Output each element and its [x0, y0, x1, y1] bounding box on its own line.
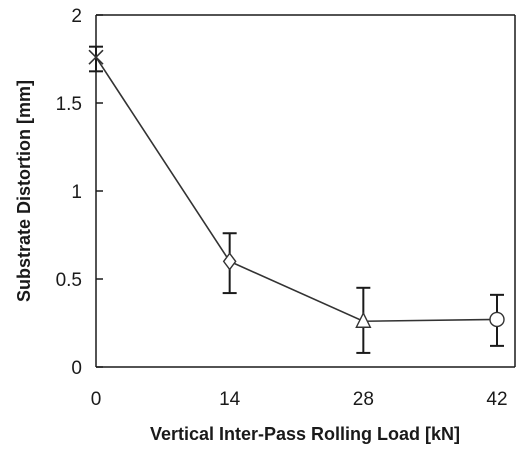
data-point-circle-marker — [489, 311, 505, 328]
data-point-diamond-marker — [222, 252, 237, 271]
x-marker-path — [88, 49, 104, 65]
y-tick-label: 0.5 — [56, 270, 82, 291]
x-ticks: 0 14 28 42 — [91, 389, 508, 410]
x-tick-label: 28 — [353, 389, 374, 410]
plot-frame — [95, 14, 516, 368]
series-line — [95, 56, 498, 323]
y-ticks: 0 0.5 1 1.5 2 — [56, 6, 103, 379]
y-tick-label: 2 — [71, 6, 82, 27]
x-axis-label: Vertical Inter-Pass Rolling Load [kN] — [150, 424, 460, 444]
series-layer — [88, 45, 505, 354]
x-tick-label: 0 — [91, 389, 102, 410]
y-tick-label: 1.5 — [56, 94, 82, 115]
x-tick-label: 42 — [486, 389, 507, 410]
data-point-x-marker — [88, 49, 104, 65]
y-tick-label: 1 — [71, 182, 82, 203]
x-tick-label: 14 — [219, 389, 241, 410]
data-point-triangle-marker — [355, 311, 372, 328]
y-axis-label: Substrate Distortion [mm] — [14, 80, 34, 302]
y-tick-label: 0 — [71, 358, 82, 379]
